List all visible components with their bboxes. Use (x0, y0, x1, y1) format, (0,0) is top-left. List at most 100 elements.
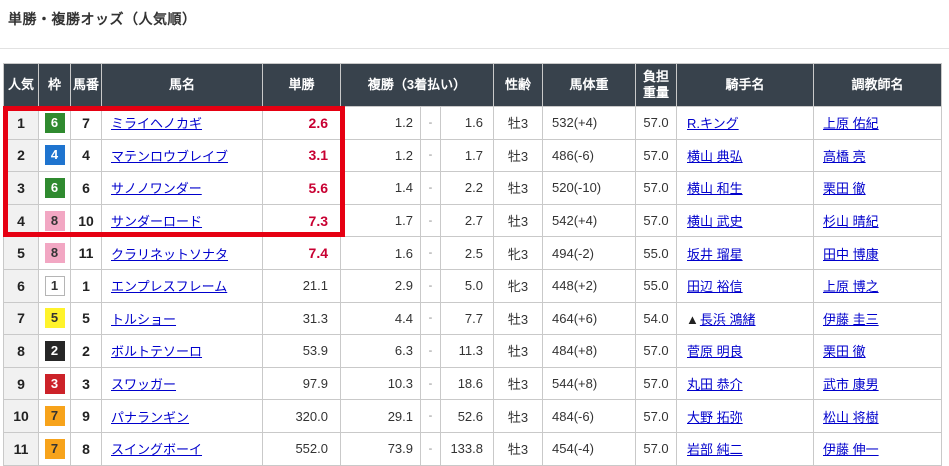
header-jockey: 騎手名 (676, 63, 814, 107)
horse-name-cell: ミライヘノカギ (101, 106, 263, 140)
place-odds-dash: - (420, 203, 441, 238)
jockey-cell: 丸田 恭介 (676, 366, 814, 401)
trainer-cell: 高橋 亮 (813, 138, 942, 173)
carried-weight-cell: 54.0 (635, 301, 677, 336)
place-odds-low-cell: 1.4 (340, 171, 421, 205)
horse-weight-cell: 454(-4) (542, 431, 636, 466)
trainer-link[interactable]: 伊藤 伸一 (823, 442, 879, 458)
popularity-cell: 5 (3, 236, 39, 270)
horse-weight-cell: 484(+8) (542, 334, 636, 368)
trainer-cell: 武市 康男 (813, 366, 942, 401)
trainer-cell: 栗田 徹 (813, 171, 942, 205)
place-odds-dash: - (420, 431, 441, 466)
frame-badge: 8 (44, 243, 65, 264)
horse-number-cell: 1 (70, 268, 102, 303)
table-row: 9 3 3 スワッガー 97.9 10.3 - 18.6 牡3 544(+8) … (3, 366, 942, 401)
header-popularity: 人気 (3, 63, 39, 107)
frame-badge: 2 (44, 340, 65, 361)
jockey-cell: 菅原 明良 (676, 334, 814, 368)
odds-table-wrap: 人気 枠 馬番 馬名 単勝 複勝（3着払い） 性齢 馬体重 負担 重量 騎手名 調… (3, 63, 942, 466)
jockey-link[interactable]: 横山 武史 (687, 214, 743, 230)
frame-cell: 2 (38, 334, 71, 368)
win-odds-cell: 3.1 (262, 138, 341, 173)
trainer-link[interactable]: 高橋 亮 (823, 148, 866, 164)
frame-cell: 7 (38, 431, 71, 466)
horse-name-cell: クラリネットソナタ (101, 236, 263, 270)
horse-number-cell: 11 (70, 236, 102, 270)
place-odds-high-cell: 2.5 (440, 236, 494, 270)
horse-weight-cell: 484(-6) (542, 399, 636, 433)
jockey-link[interactable]: 長浜 鴻緒 (699, 311, 756, 327)
jockey-link[interactable]: R.キング (687, 116, 739, 132)
trainer-link[interactable]: 田中 博康 (823, 246, 879, 262)
trainer-cell: 伊藤 圭三 (813, 301, 942, 336)
win-odds-cell: 31.3 (262, 301, 341, 336)
page-title: 単勝・複勝オッズ（人気順） (8, 11, 197, 27)
place-odds-low-cell: 1.2 (340, 106, 421, 140)
trainer-cell: 田中 博康 (813, 236, 942, 270)
horse-name-cell: サンダーロード (101, 203, 263, 238)
horse-name-link[interactable]: パナランギン (111, 409, 190, 425)
popularity-cell: 3 (3, 171, 39, 205)
horse-name-cell: スイングボーイ (101, 431, 263, 466)
horse-name-link[interactable]: エンプレスフレーム (111, 279, 228, 295)
trainer-link[interactable]: 栗田 徹 (823, 181, 866, 197)
horse-name-link[interactable]: スワッガー (111, 377, 177, 393)
horse-number-cell: 9 (70, 399, 102, 433)
horse-name-link[interactable]: マテンロウブレイブ (111, 148, 229, 164)
jockey-link[interactable]: 田辺 裕信 (687, 279, 743, 295)
horse-name-link[interactable]: トルショー (111, 311, 177, 327)
horse-name-link[interactable]: クラリネットソナタ (111, 246, 229, 262)
popularity-cell: 7 (3, 301, 39, 336)
horse-weight-cell: 520(-10) (542, 171, 636, 205)
sex-age-cell: 牡3 (493, 301, 543, 336)
horse-name-link[interactable]: スイングボーイ (111, 442, 203, 458)
win-odds-cell: 7.4 (262, 236, 341, 270)
frame-badge: 7 (44, 406, 65, 427)
carried-weight-cell: 55.0 (635, 268, 677, 303)
horse-name-cell: マテンロウブレイブ (101, 138, 263, 173)
trainer-link[interactable]: 武市 康男 (823, 377, 879, 393)
sex-age-cell: 牡3 (493, 203, 543, 238)
frame-cell: 8 (38, 203, 71, 238)
trainer-link[interactable]: 上原 博之 (823, 279, 879, 295)
jockey-link[interactable]: 横山 典弘 (687, 148, 743, 164)
header-win-odds: 単勝 (262, 63, 341, 107)
trainer-link[interactable]: 松山 将樹 (823, 409, 879, 425)
popularity-cell: 9 (3, 366, 39, 401)
horse-weight-cell: 486(-6) (542, 138, 636, 173)
jockey-link[interactable]: 菅原 明良 (687, 344, 743, 360)
jockey-cell: 岩部 純二 (676, 431, 814, 466)
win-odds-cell: 7.3 (262, 203, 341, 238)
jockey-link[interactable]: 丸田 恭介 (687, 377, 743, 393)
header-carried-weight-line1: 負担 (642, 68, 669, 84)
place-odds-low-cell: 29.1 (340, 399, 421, 433)
place-odds-dash: - (420, 106, 441, 140)
trainer-link[interactable]: 伊藤 圭三 (823, 311, 879, 327)
horse-name-cell: ボルトテソーロ (101, 334, 263, 368)
horse-number-cell: 6 (70, 171, 102, 205)
jockey-link[interactable]: 大野 拓弥 (687, 409, 743, 425)
win-odds-cell: 97.9 (262, 366, 341, 401)
horse-name-link[interactable]: ボルトテソーロ (111, 344, 203, 360)
horse-name-link[interactable]: サノノワンダー (111, 181, 202, 197)
jockey-link[interactable]: 横山 和生 (687, 181, 743, 197)
trainer-cell: 杉山 晴紀 (813, 203, 942, 238)
table-row: 11 7 8 スイングボーイ 552.0 73.9 - 133.8 牡3 454… (3, 431, 942, 466)
trainer-link[interactable]: 栗田 徹 (823, 344, 866, 360)
place-odds-low-cell: 2.9 (340, 268, 421, 303)
header-horse-weight: 馬体重 (542, 63, 636, 107)
table-row: 1 6 7 ミライヘノカギ 2.6 1.2 - 1.6 牡3 532(+4) 5… (3, 106, 942, 140)
header-row: 人気 枠 馬番 馬名 単勝 複勝（3着払い） 性齢 馬体重 負担 重量 騎手名 調… (3, 63, 942, 107)
trainer-link[interactable]: 杉山 晴紀 (823, 214, 879, 230)
frame-cell: 8 (38, 236, 71, 270)
place-odds-dash: - (420, 399, 441, 433)
frame-badge: 8 (44, 210, 65, 231)
trainer-link[interactable]: 上原 佑紀 (823, 116, 879, 132)
jockey-link[interactable]: 岩部 純二 (687, 442, 743, 458)
jockey-link[interactable]: 坂井 瑠星 (687, 246, 743, 262)
horse-name-link[interactable]: サンダーロード (111, 214, 203, 230)
odds-table-body: 1 6 7 ミライヘノカギ 2.6 1.2 - 1.6 牡3 532(+4) 5… (3, 106, 942, 466)
horse-name-link[interactable]: ミライヘノカギ (111, 116, 203, 132)
table-row: 4 8 10 サンダーロード 7.3 1.7 - 2.7 牡3 542(+4) … (3, 203, 942, 238)
